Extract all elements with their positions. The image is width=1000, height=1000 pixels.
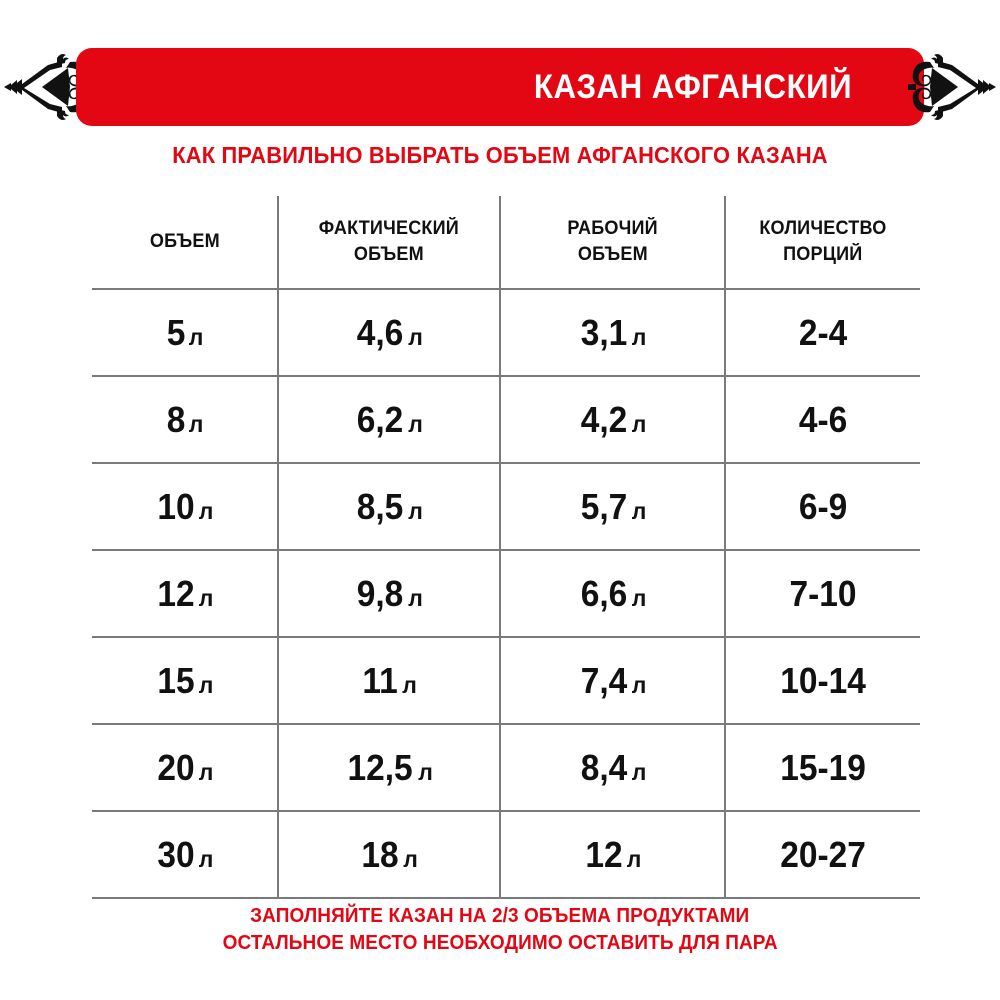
cell-working-volume: 4,2 л <box>499 375 725 463</box>
cell-actual-volume: 9,8 л <box>277 549 500 637</box>
cell-actual-volume: 8,5 л <box>277 462 500 550</box>
cell-portions: 6-9 <box>724 462 920 550</box>
unit-label: л <box>631 323 647 350</box>
column-header-actual-volume: ФАКТИЧЕСКИЙ ОБЪЕМ <box>277 196 500 289</box>
unit-label: л <box>408 497 423 524</box>
cell-portions: 20-27 <box>724 810 920 899</box>
cell-working-volume: 7,4 л <box>499 636 725 724</box>
cell-volume: 10 л <box>92 462 278 550</box>
cell-actual-volume: 18 л <box>277 810 500 899</box>
table-header-row: ОБЪЕМ ФАКТИЧЕСКИЙ ОБЪЕМ РАБОЧИЙ ОБЪЕМ КО… <box>92 196 920 289</box>
unit-label: л <box>408 584 423 611</box>
cell-actual-volume: 12,5 л <box>277 723 500 811</box>
column-header-working-volume: РАБОЧИЙ ОБЪЕМ <box>499 196 725 289</box>
unit-label: л <box>198 845 214 872</box>
cell-volume: 15 л <box>92 636 278 724</box>
unit-label: л <box>188 410 204 437</box>
cell-volume: 30 л <box>92 810 278 899</box>
table-row: 30 л 18 л 12 л 20-27 <box>92 810 920 899</box>
cell-volume: 12 л <box>92 549 278 637</box>
unit-label: л <box>198 671 214 698</box>
cell-actual-volume: 11 л <box>277 636 500 724</box>
unit-label: л <box>418 758 433 785</box>
unit-label: л <box>198 584 214 611</box>
column-header-portions: КОЛИЧЕСТВО ПОРЦИЙ <box>724 196 920 289</box>
unit-label: л <box>408 323 423 350</box>
unit-label: л <box>631 410 647 437</box>
subtitle-text: КАК ПРАВИЛЬНО ВЫБРАТЬ ОБЪЕМ АФГАНСКОГО К… <box>172 142 828 168</box>
unit-label: л <box>198 758 214 785</box>
header-banner: КАЗАН АФГАНСКИЙ <box>0 48 1000 126</box>
unit-label: л <box>188 323 204 350</box>
page-title: КАЗАН АФГАНСКИЙ <box>534 67 853 106</box>
unit-label: л <box>631 671 647 698</box>
footer-line-1: ЗАПОЛНЯЙТЕ КАЗАН НА 2/3 ОБЪЕМА ПРОДУКТАМ… <box>250 905 750 927</box>
cell-working-volume: 3,1 л <box>499 288 725 376</box>
footer-note: ЗАПОЛНЯЙТЕ КАЗАН НА 2/3 ОБЪЕМА ПРОДУКТАМ… <box>0 903 1000 957</box>
unit-label: л <box>631 497 647 524</box>
unit-label: л <box>198 497 214 524</box>
cell-portions: 15-19 <box>724 723 920 811</box>
ornament-scroll-right-icon <box>908 54 996 120</box>
cell-portions: 10-14 <box>724 636 920 724</box>
unit-label: л <box>402 671 417 698</box>
unit-label: л <box>403 845 418 872</box>
table-row: 10 л 8,5 л 5,7 л 6-9 <box>92 462 920 550</box>
table-row: 12 л 9,8 л 6,6 л 7-10 <box>92 549 920 637</box>
banner-bar: КАЗАН АФГАНСКИЙ <box>76 48 924 126</box>
unit-label: л <box>408 410 423 437</box>
unit-label: л <box>626 845 642 872</box>
volume-table: ОБЪЕМ ФАКТИЧЕСКИЙ ОБЪЕМ РАБОЧИЙ ОБЪЕМ КО… <box>92 196 920 899</box>
footer-line-2: ОСТАЛЬНОЕ МЕСТО НЕОБХОДИМО ОСТАВИТЬ ДЛЯ … <box>222 932 778 954</box>
unit-label: л <box>631 584 647 611</box>
cell-portions: 2-4 <box>724 288 920 376</box>
subtitle: КАК ПРАВИЛЬНО ВЫБРАТЬ ОБЪЕМ АФГАНСКОГО К… <box>0 142 1000 169</box>
cell-actual-volume: 6,2 л <box>277 375 500 463</box>
table-row: 15 л 11 л 7,4 л 10-14 <box>92 636 920 724</box>
table-row: 20 л 12,5 л 8,4 л 15-19 <box>92 723 920 811</box>
cell-actual-volume: 4,6 л <box>277 288 500 376</box>
cell-working-volume: 8,4 л <box>499 723 725 811</box>
cell-portions: 4-6 <box>724 375 920 463</box>
unit-label: л <box>631 758 647 785</box>
cell-volume: 20 л <box>92 723 278 811</box>
cell-working-volume: 12 л <box>499 810 725 899</box>
cell-working-volume: 5,7 л <box>499 462 725 550</box>
cell-working-volume: 6,6 л <box>499 549 725 637</box>
cell-portions: 7-10 <box>724 549 920 637</box>
column-header-volume: ОБЪЕМ <box>149 231 220 253</box>
